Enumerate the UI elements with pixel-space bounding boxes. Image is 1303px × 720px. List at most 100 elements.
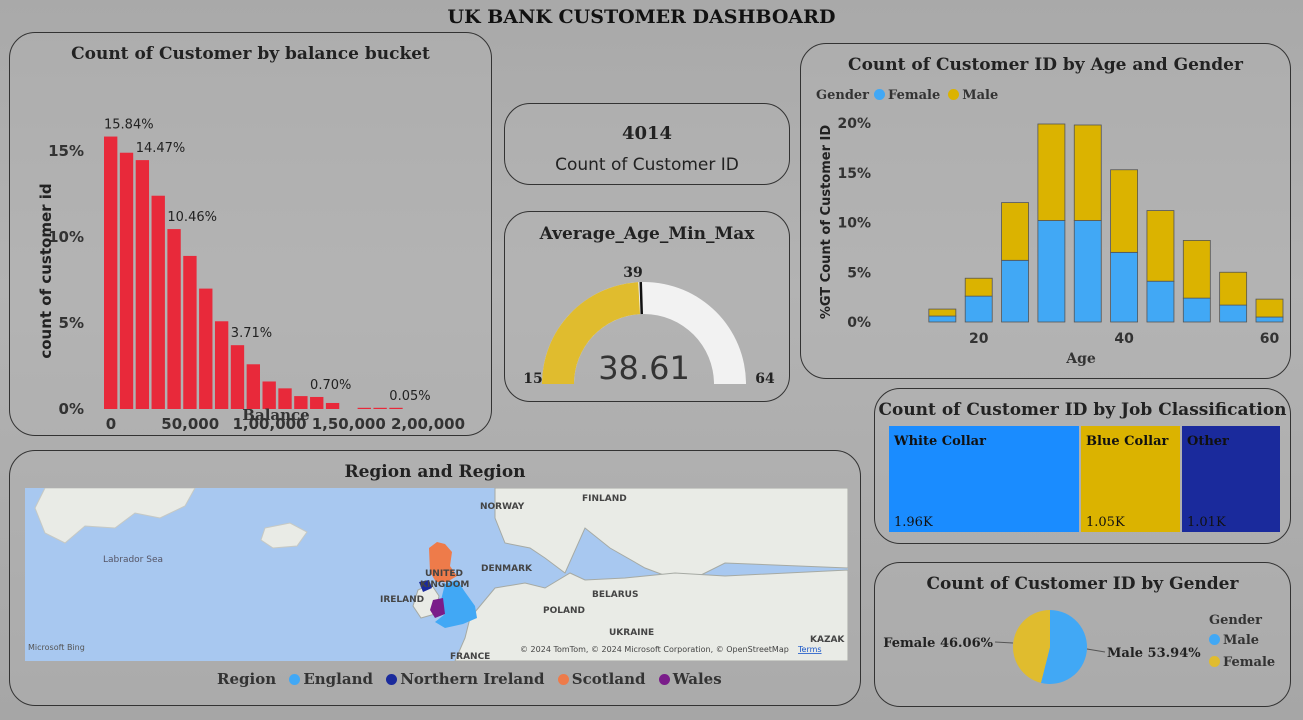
age-gender-title: Count of Customer ID by Age and Gender [848, 55, 1243, 75]
male-bar[interactable] [1146, 210, 1175, 282]
legend-female-dot [1209, 656, 1220, 667]
x-tick-label: 0 [106, 415, 116, 433]
region-map-title: Region and Region [344, 462, 526, 482]
treemap-blue-collar[interactable]: Blue Collar 1.05K [1081, 426, 1180, 532]
kpi-card[interactable]: 4014 Count of Customer ID [504, 103, 790, 185]
bar-data-label: 15.84% [104, 118, 154, 133]
y-axis-title: %GT Count of Customer ID [819, 125, 834, 320]
balance-bar[interactable] [135, 160, 150, 409]
balance-bar[interactable] [373, 407, 387, 409]
map-place-label: FINLAND [582, 494, 627, 504]
balance-bar[interactable] [104, 136, 118, 409]
female-bar[interactable] [1073, 220, 1102, 323]
female-bar[interactable] [1110, 251, 1139, 323]
balance-bar[interactable] [262, 381, 276, 409]
male-bar[interactable] [1001, 202, 1029, 261]
balance-chart[interactable]: 0% 5% 10% 15% 0 50,000 1,00,000 1,50,000 2,00,00… [10, 33, 490, 433]
balance-bar[interactable] [357, 407, 371, 409]
gender-card[interactable]: Count of Customer ID by Gender Male 53.9… [874, 562, 1291, 707]
x-tick-label: 40 [1114, 331, 1134, 347]
female-bar[interactable] [1219, 304, 1248, 323]
europe-landmass [454, 569, 848, 661]
balance-bar[interactable] [294, 396, 308, 409]
northern-ireland-region[interactable] [419, 580, 432, 592]
legend-title: Gender [816, 88, 870, 103]
wales-region[interactable] [430, 598, 445, 618]
male-bar[interactable] [1110, 169, 1139, 253]
male-bar[interactable] [1255, 298, 1284, 318]
iceland-landmass [260, 522, 308, 549]
gauge-target-marker [639, 282, 644, 315]
balance-bar[interactable] [119, 152, 134, 409]
female-bar[interactable] [1001, 259, 1029, 323]
legend-male-dot [1209, 634, 1220, 645]
legend-northern-ireland: Northern Ireland [400, 670, 545, 688]
treemap-other[interactable]: Other 1.01K [1182, 426, 1280, 532]
region-legend-title: Region [217, 670, 277, 688]
job-card[interactable]: Count of Customer ID by Job Classificati… [874, 388, 1291, 544]
age-gauge[interactable]: 39 38.61 15 64 [505, 212, 791, 402]
female-bar[interactable] [1146, 280, 1175, 323]
kpi-label: Count of Customer ID [555, 155, 739, 175]
y-tick-label: 15% [48, 142, 84, 160]
y-tick-label: 10% [837, 216, 871, 232]
balance-bar[interactable] [199, 288, 213, 409]
job-treemap[interactable]: White Collar 1.96K Blue Collar 1.05K Oth… [889, 426, 1280, 532]
x-tick-label: 60 [1260, 331, 1280, 347]
balance-bar[interactable] [214, 321, 229, 409]
legend-wales-dot [658, 674, 670, 685]
y-tick-label: 0% [847, 315, 871, 331]
legend-female: Female [1223, 655, 1276, 670]
female-bar[interactable] [1182, 297, 1211, 323]
male-bar[interactable] [964, 277, 993, 297]
male-bar[interactable] [1219, 271, 1248, 306]
female-bar[interactable] [1255, 316, 1284, 323]
gender-title: Count of Customer ID by Gender [926, 574, 1239, 594]
age-gender-chart[interactable]: 0% 5% 10% 15% 20% 20 40 60 Age %GT Count of Custo… [801, 44, 1289, 378]
england-region[interactable] [435, 580, 477, 628]
legend-scotland: Scotland [571, 670, 646, 688]
female-bar[interactable] [928, 315, 957, 323]
gender-legend: Gender Male Female [1209, 613, 1275, 670]
pie-slice-male[interactable] [1040, 610, 1087, 684]
balance-bar[interactable] [167, 229, 181, 409]
scotland-region[interactable] [429, 542, 457, 582]
balance-bar[interactable] [310, 396, 324, 409]
treemap-label: Blue Collar [1086, 434, 1169, 449]
region-map-card[interactable]: Region and Region Labrador Sea NORWAY FINL… [9, 450, 861, 706]
gauge-fill[interactable] [542, 282, 641, 384]
balance-bar[interactable] [325, 402, 340, 409]
treemap-white-collar[interactable]: White Collar 1.96K [889, 426, 1079, 532]
male-bar[interactable] [928, 308, 957, 317]
balance-bar[interactable] [230, 345, 245, 409]
y-axis-title: count of customer id [37, 183, 55, 358]
balance-bar[interactable] [278, 388, 292, 409]
balance-bar[interactable] [389, 407, 403, 409]
map-place-label: FRANCE [450, 652, 490, 661]
bar-data-label: 3.71% [231, 326, 272, 341]
balance-bar[interactable] [183, 255, 197, 409]
gauge-card[interactable]: Average_Age_Min_Max 39 38.61 15 64 [504, 211, 790, 402]
balance-bar[interactable] [246, 364, 260, 409]
y-tick-label: 0% [59, 400, 84, 418]
legend-scotland-dot [557, 674, 569, 685]
male-bar[interactable] [1037, 123, 1066, 221]
male-bar[interactable] [1073, 124, 1102, 221]
balance-chart-card[interactable]: Count of Customer by balance bucket 0% 5%… [9, 32, 492, 436]
legend-male: Male [1223, 633, 1260, 648]
gender-pie-chart[interactable]: Male 53.94% Female 46.06% [875, 563, 1290, 705]
x-tick-label: 50,000 [161, 415, 219, 433]
map-terms-link[interactable]: Terms [797, 645, 822, 654]
pie-slice-female[interactable] [1013, 610, 1050, 683]
bar-data-label: 0.70% [310, 378, 351, 393]
male-bar[interactable] [1182, 240, 1211, 299]
balance-bar[interactable] [151, 195, 165, 409]
female-bar[interactable] [1037, 220, 1066, 323]
age-gender-card[interactable]: Count of Customer ID by Age and Gender G… [800, 43, 1291, 379]
male-leader-line [1086, 648, 1106, 653]
greenland-landmass [34, 488, 196, 544]
map-place-label: KAZAK [810, 635, 845, 645]
female-bar[interactable] [964, 295, 993, 323]
map-place-label: IRELAND [380, 595, 424, 605]
